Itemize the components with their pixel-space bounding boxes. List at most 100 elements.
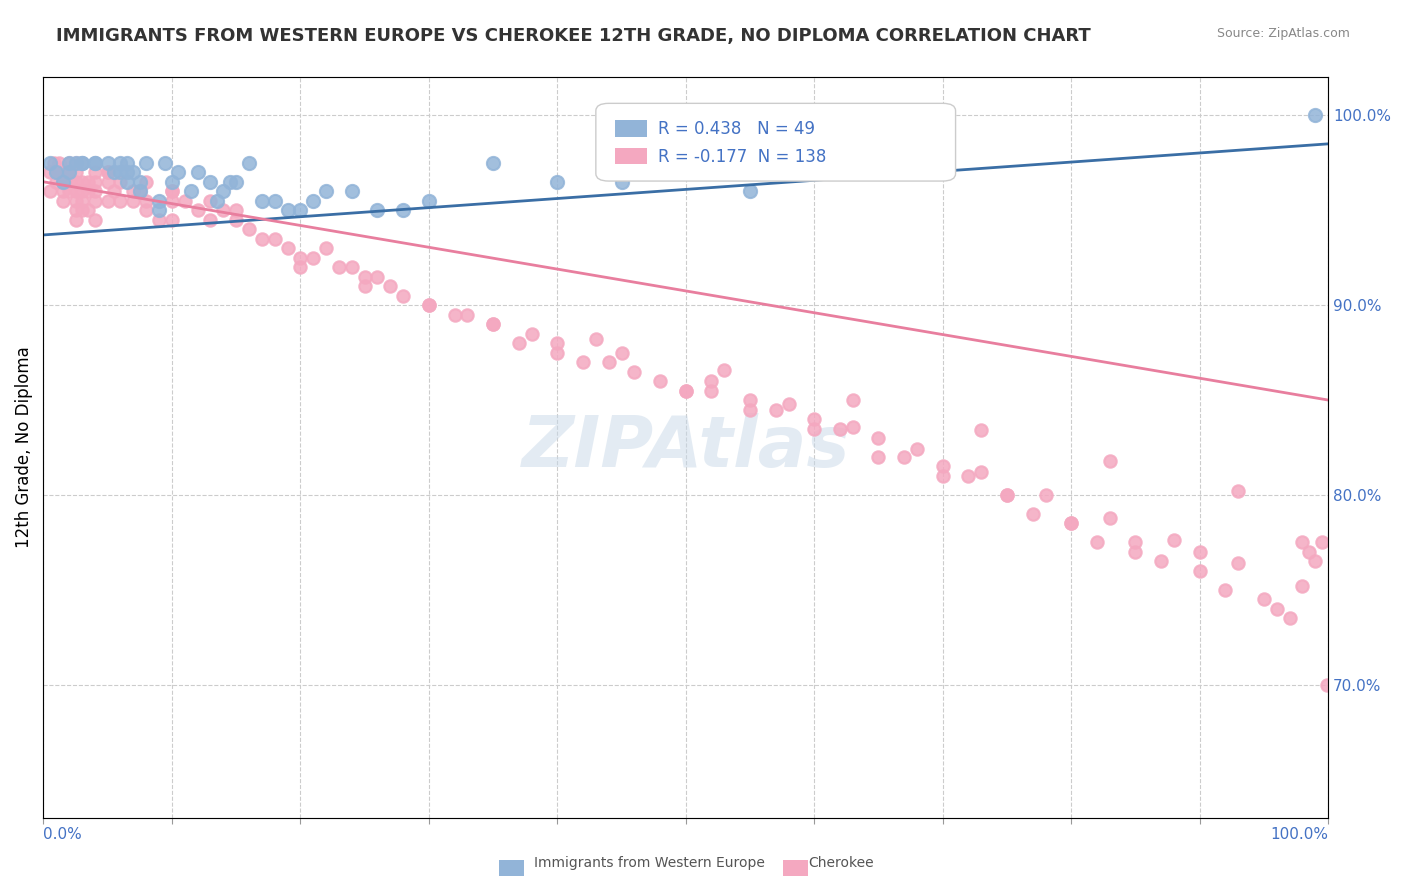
Point [135,194,157,208]
Text: R = 0.438   N = 49: R = 0.438 N = 49 [658,120,814,138]
Point [65,194,87,208]
Point [315,241,337,255]
Point [167,165,190,179]
Point [1098,454,1121,468]
Point [52,184,75,198]
Point [135,175,157,189]
Point [110,156,132,170]
Point [970,465,993,479]
Point [353,279,375,293]
Point [1253,592,1275,607]
Point [1303,554,1326,568]
Point [546,175,568,189]
Text: Cherokee: Cherokee [808,855,875,870]
Point [155,156,177,170]
Point [58,165,80,179]
Point [52,175,75,189]
Point [238,156,260,170]
Point [148,194,170,208]
Point [392,288,415,302]
Text: IMMIGRANTS FROM WESTERN EUROPE VS CHEROKEE 12TH GRADE, NO DIPLOMA CORRELATION CH: IMMIGRANTS FROM WESTERN EUROPE VS CHEROK… [56,27,1091,45]
Point [83,165,105,179]
Point [957,469,980,483]
Point [70,156,93,170]
Point [122,194,145,208]
Point [128,175,150,189]
Point [995,488,1018,502]
Point [623,365,645,379]
Point [250,232,273,246]
Point [392,203,415,218]
Point [1035,488,1057,502]
Point [931,459,953,474]
Point [70,156,93,170]
Point [65,203,87,218]
Point [110,194,132,208]
Point [1227,484,1250,499]
Point [42,156,65,170]
Point [1098,510,1121,524]
Point [418,194,440,208]
Point [70,175,93,189]
Point [212,203,235,218]
Point [263,232,285,246]
Point [83,175,105,189]
Point [122,184,145,198]
Point [546,345,568,359]
Text: Source: ZipAtlas.com: Source: ZipAtlas.com [1216,27,1350,40]
Point [52,194,75,208]
Point [97,165,120,179]
Point [77,203,100,218]
Point [115,175,138,189]
Point [45,165,67,179]
Point [482,156,505,170]
Point [1085,535,1108,549]
Point [1227,556,1250,570]
Point [675,384,697,398]
Point [380,279,402,293]
Point [135,203,157,218]
Point [340,184,363,198]
Point [443,308,465,322]
Point [803,421,825,435]
Point [828,421,851,435]
Point [97,156,120,170]
Point [738,184,761,198]
Point [931,469,953,483]
Point [1278,611,1301,625]
Point [160,184,183,198]
Point [187,203,209,218]
Point [765,402,787,417]
Point [1125,545,1147,559]
Point [70,156,93,170]
Point [610,175,633,189]
Point [83,156,105,170]
Point [97,165,120,179]
Point [1060,516,1083,531]
Point [778,397,800,411]
Point [598,355,620,369]
Point [418,298,440,312]
Point [1291,535,1313,549]
Point [970,424,993,438]
Point [212,184,235,198]
Point [1188,564,1211,578]
Point [218,175,240,189]
Point [65,156,87,170]
Point [160,175,183,189]
Point [173,194,195,208]
Point [110,165,132,179]
Point [1150,554,1173,568]
Point [1265,601,1288,615]
Point [65,212,87,227]
Point [995,488,1018,502]
Point [70,194,93,208]
Point [58,184,80,198]
Point [700,374,723,388]
Point [1298,545,1320,559]
Point [148,203,170,218]
Point [893,450,915,464]
Point [180,184,202,198]
Point [1310,535,1333,549]
Text: 100.0%: 100.0% [1270,827,1329,842]
